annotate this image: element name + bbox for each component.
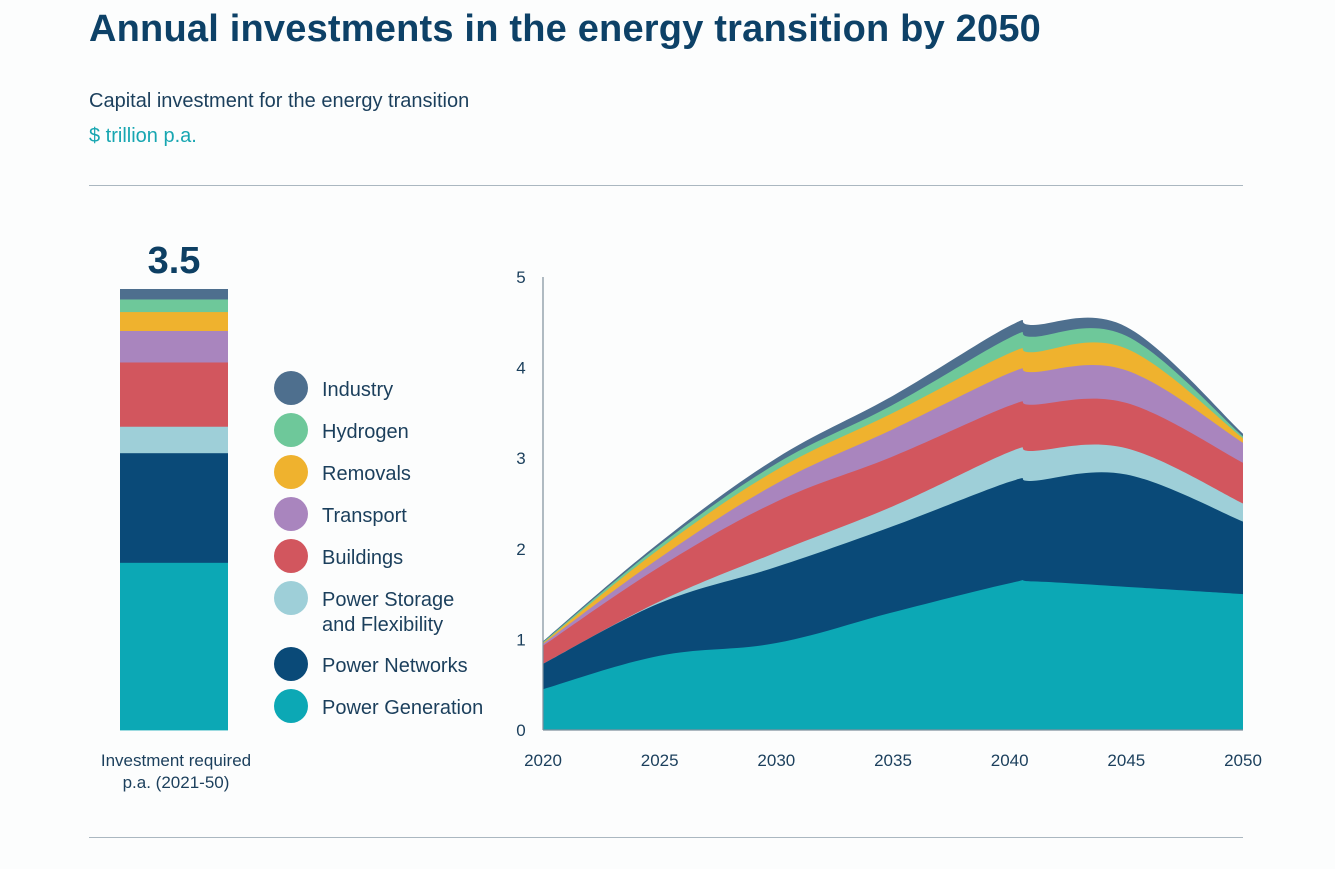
area-series-power-generation [543,579,1243,730]
x-tick-label: 2030 [757,751,795,770]
y-tick-label: 5 [516,268,525,287]
bar-total-label: 3.5 [148,240,201,282]
legend-label: Transport [322,505,407,527]
stacked-bar-chart: 3.5 Investment required p.a. (2021-50) [101,240,251,792]
bar-segment-power-generation [120,562,228,731]
legend-swatch [274,455,308,489]
bar-segment-transport [120,330,228,363]
legend-item-buildings: Buildings [274,539,403,573]
legend-swatch [274,371,308,405]
legend-item-industry: Industry [274,371,393,405]
x-tick-label: 2045 [1107,751,1145,770]
legend-item-power-networks: Power Networks [274,647,468,681]
legend-label: Power Generation [322,697,483,719]
legend-label: Buildings [322,547,403,569]
legend-swatch [274,689,308,723]
bar-segment-buildings [120,362,228,427]
y-tick-label: 1 [516,630,525,649]
x-tick-label: 2050 [1224,751,1262,770]
legend-item-power-storage-and-flexibility: Power Storage and Flexibility [274,581,454,636]
legend-label: Removals [322,463,411,485]
stacked-area-chart: 0 1 2 3 4 5 2020 2025 2030 2035 2040 2045 2050 [516,268,1262,770]
legend-label: Industry [322,379,393,401]
unit-label: $ trillion p.a. [89,125,197,147]
y-tick-label: 4 [516,359,525,378]
x-tick-label: 2035 [874,751,912,770]
x-tick-label: 2040 [991,751,1029,770]
bar-xlabel-line: Investment required [101,751,251,770]
x-tick-label: 2020 [524,751,562,770]
legend-swatch [274,539,308,573]
y-tick-label: 0 [516,721,525,740]
chart-subtitle: Capital investment for the energy transi… [89,90,470,112]
legend-item-power-generation: Power Generation [274,689,483,723]
y-tick-label: 3 [516,449,525,468]
bar-segment-hydrogen [120,299,228,313]
legend-item-removals: Removals [274,455,411,489]
bar-segment-power-networks [120,452,228,563]
legend-swatch [274,581,308,615]
legend: Industry Hydrogen Removals Transport Buildin… [274,371,483,723]
legend-item-transport: Transport [274,497,407,531]
bar-segment-power-storage-and-flexibility [120,426,228,454]
bar-xlabel-line: p.a. (2021-50) [123,773,230,792]
legend-label: Hydrogen [322,421,409,443]
legend-label: Power Storage [322,589,454,611]
bottom-divider [89,837,1243,838]
legend-label: Power Networks [322,655,468,677]
page-title: Annual investments in the energy transit… [89,8,1041,50]
legend-swatch [274,413,308,447]
x-tick-label: 2025 [641,751,679,770]
legend-item-hydrogen: Hydrogen [274,413,409,447]
bar-segment-removals [120,311,228,331]
legend-swatch [274,497,308,531]
legend-label: and Flexibility [322,614,443,636]
top-divider [89,185,1243,186]
legend-swatch [274,647,308,681]
y-tick-label: 2 [516,540,525,559]
bar-segment-industry [120,289,228,300]
